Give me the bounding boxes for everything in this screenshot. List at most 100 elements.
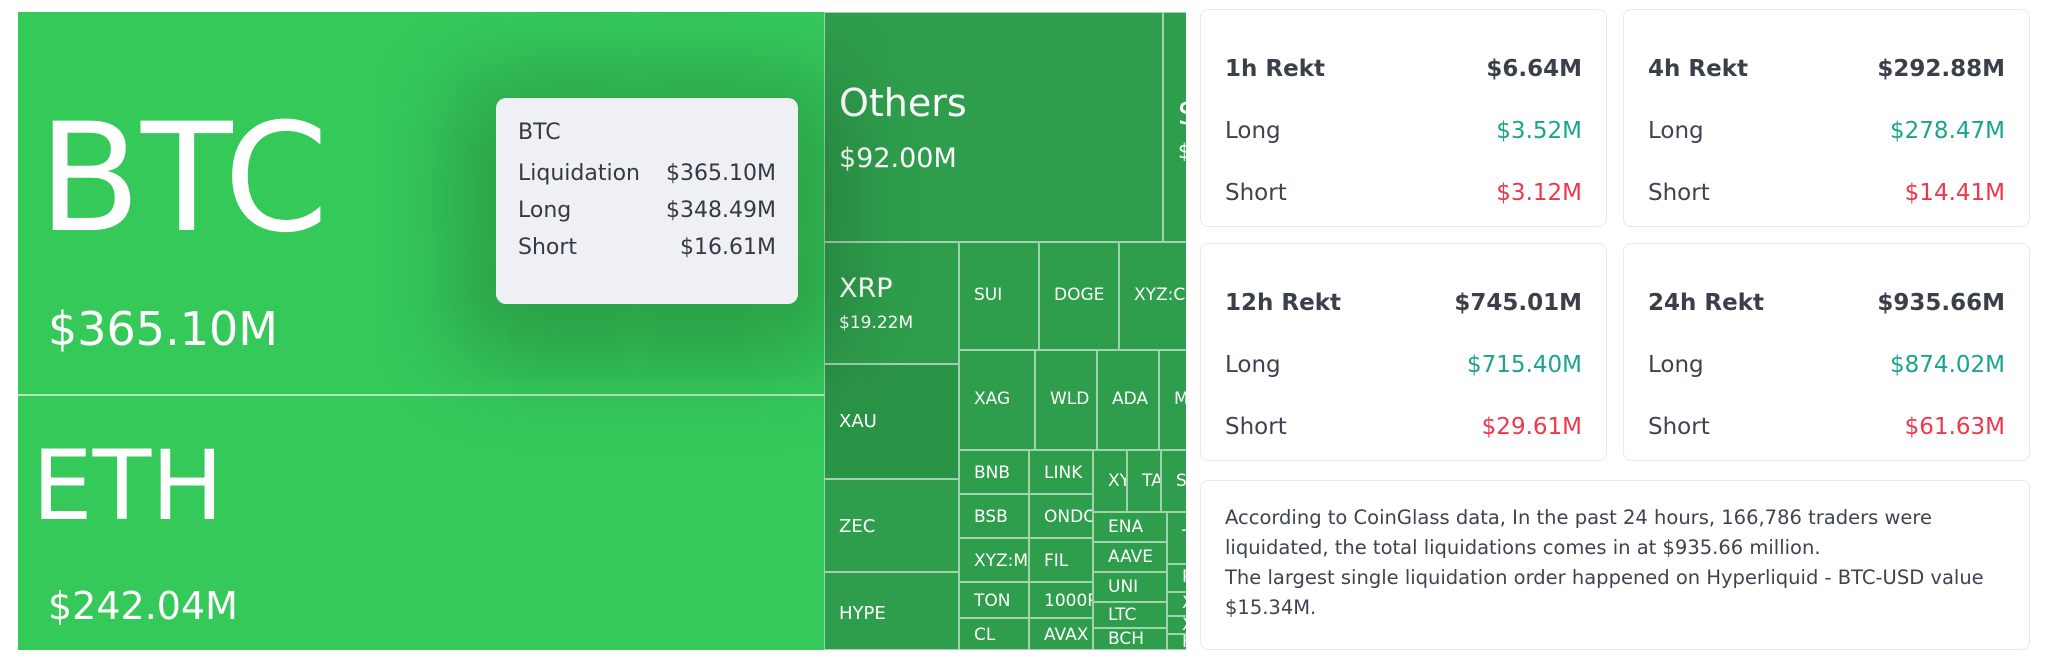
short-value: $61.63M [1904, 414, 2005, 440]
tile-hype[interactable]: HYPE [824, 572, 959, 650]
tile-symbol: DOGE [1054, 285, 1105, 305]
tile-value: $92.00M [839, 143, 957, 174]
long-label: Long [1225, 352, 1281, 378]
tile-s[interactable]: S [1161, 450, 1186, 512]
tile-symbol: XY [1182, 617, 1186, 633]
tile-doge[interactable]: DOGE [1039, 242, 1119, 350]
tile-wld[interactable]: WLD [1035, 350, 1097, 450]
tile-fil[interactable]: FIL [1029, 538, 1093, 582]
tooltip-value: $348.49M [666, 198, 776, 223]
tile-symbol: M [1174, 389, 1186, 409]
tile-m[interactable]: M [1159, 350, 1186, 450]
tile-cl[interactable]: CL [959, 618, 1029, 650]
long-value: $715.40M [1467, 352, 1582, 378]
tile-symbol: S [1176, 471, 1186, 491]
tooltip-label: Long [518, 198, 572, 223]
tile-value: $19.22M [839, 313, 914, 333]
tile-symbol: HYPE [839, 603, 886, 624]
tile-ada[interactable]: ADA [1097, 350, 1159, 450]
card-total: $935.66M [1877, 290, 2005, 316]
tile-ta[interactable]: TA [1127, 450, 1161, 512]
tile-symbol: AVAX [1044, 625, 1089, 645]
tile-bsb[interactable]: BSB [959, 494, 1029, 538]
tile-symbol: FIL [1044, 551, 1069, 571]
tile-symbol: AAVE [1108, 547, 1154, 567]
liquidation-treemap: BTC $365.10M ETH $242.04M Others $92.00M… [18, 12, 1186, 650]
long-label: Long [1648, 352, 1704, 378]
tile-pu[interactable]: PU [1167, 564, 1186, 592]
summary-line-1: According to CoinGlass data, In the past… [1225, 506, 1932, 559]
tile-symbol: XRP [839, 273, 893, 304]
tile-eth[interactable]: ETH $242.04M [18, 394, 824, 650]
btc-tooltip: BTC Liquidation $365.10M Long $348.49M S… [496, 98, 798, 304]
card-total: $745.01M [1454, 290, 1582, 316]
tile-sui[interactable]: SUI [959, 242, 1039, 350]
tooltip-label: Short [518, 235, 578, 260]
long-value: $874.02M [1890, 352, 2005, 378]
tile-symbol: PU [1182, 567, 1186, 587]
card-total: $292.88M [1877, 56, 2005, 82]
long-value: $3.52M [1496, 118, 1582, 144]
tile-symbol: BNB [974, 463, 1011, 483]
card-title: 24h Rekt [1648, 290, 1764, 316]
tile-xy2[interactable]: XY [1167, 616, 1186, 634]
tile-value: $242.04M [48, 584, 238, 628]
card-title: 1h Rekt [1225, 56, 1325, 82]
tile-others[interactable]: Others $92.00M [824, 12, 1163, 242]
tile-xrp[interactable]: XRP $19.22M [824, 242, 959, 364]
tile-aave[interactable]: AAVE [1093, 542, 1167, 572]
tile-link[interactable]: LINK [1029, 450, 1093, 494]
tile-ondo[interactable]: ONDO [1029, 494, 1093, 538]
tile-xy[interactable]: XY [1093, 450, 1127, 512]
tile-symbol: TA [1142, 471, 1161, 491]
tile-symbol: XYZ:C [1134, 285, 1186, 305]
tile-symbol: XA [1182, 593, 1186, 613]
tile-symbol: 1000P [1044, 591, 1093, 611]
tile-1000p[interactable]: 1000P [1029, 582, 1093, 618]
tile-ltc[interactable]: LTC [1093, 602, 1167, 628]
tile-xag[interactable]: XAG [959, 350, 1035, 450]
tile-xyz-c[interactable]: XYZ:C [1119, 242, 1186, 350]
tile-bch[interactable]: BCH [1093, 628, 1167, 650]
card-12h-rekt: 12h Rekt $745.01M Long $715.40M Short $29.6… [1200, 243, 1607, 461]
tile-uni[interactable]: UNI [1093, 572, 1167, 602]
tile-symbol: TF [1182, 527, 1186, 547]
tile-symbol: ETH [32, 430, 224, 542]
short-value: $29.61M [1481, 414, 1582, 440]
tile-value: $ [1178, 139, 1186, 163]
short-label: Short [1648, 180, 1710, 206]
card-1h-rekt: 1h Rekt $6.64M Long $3.52M Short $3.12M [1200, 9, 1607, 227]
card-title: 4h Rekt [1648, 56, 1748, 82]
tile-xyz-mu[interactable]: XYZ:MU [959, 538, 1029, 582]
tooltip-value: $365.10M [666, 161, 776, 186]
tile-value: $365.10M [48, 302, 278, 356]
tile-xau[interactable]: XAU [824, 364, 959, 479]
tile-tf[interactable]: TF [1167, 512, 1186, 564]
tile-symbol: ENA [1108, 517, 1144, 537]
tile-symbol: TON [974, 591, 1011, 611]
short-label: Short [1225, 414, 1287, 440]
card-24h-rekt: 24h Rekt $935.66M Long $874.02M Short $61.6… [1623, 243, 2030, 461]
tooltip-row-short: Short $16.61M [518, 235, 776, 272]
tile-bnb[interactable]: BNB [959, 450, 1029, 494]
tile-avax[interactable]: AVAX [1029, 618, 1093, 650]
tile-symbol: BTC [38, 92, 329, 266]
tooltip-row-liquidation: Liquidation $365.10M [518, 161, 776, 198]
tile-fa[interactable]: FA [1167, 634, 1186, 650]
tile-symbol: XAG [974, 389, 1011, 409]
tile-symbol: XYZ:MU [974, 551, 1029, 571]
tile-small[interactable]: S $ [1163, 12, 1186, 242]
tile-ena[interactable]: ENA [1093, 512, 1167, 542]
tile-symbol: ZEC [839, 516, 876, 537]
long-value: $278.47M [1890, 118, 2005, 144]
long-label: Long [1648, 118, 1704, 144]
tooltip-row-long: Long $348.49M [518, 198, 776, 235]
tile-symbol: LINK [1044, 463, 1083, 483]
tile-ton[interactable]: TON [959, 582, 1029, 618]
summary-line-2: The largest single liquidation order hap… [1225, 566, 1984, 619]
tile-symbol: Others [839, 81, 967, 125]
tile-xa[interactable]: XA [1167, 592, 1186, 616]
card-title: 12h Rekt [1225, 290, 1341, 316]
tile-zec[interactable]: ZEC [824, 479, 959, 572]
tile-symbol: LTC [1108, 605, 1137, 625]
